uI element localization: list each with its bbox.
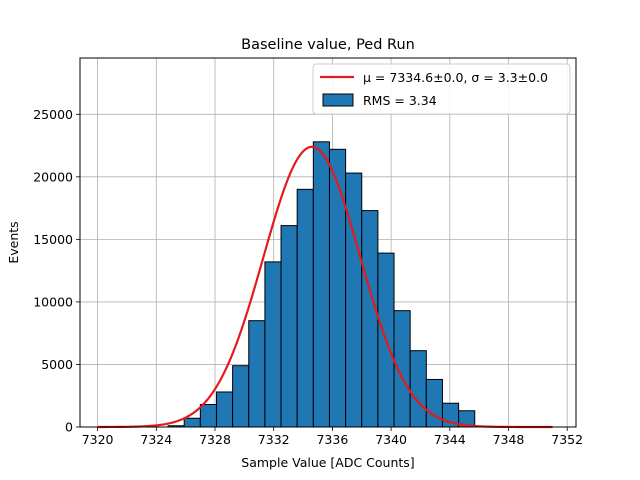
histogram-bar (312, 141, 330, 428)
fit-curve-group (97, 145, 553, 429)
y-tick-label: 10000 (33, 294, 73, 309)
x-tick-label: 7328 (199, 432, 231, 447)
x-tick-label: 7320 (82, 432, 114, 447)
histogram-bars (167, 141, 476, 428)
plot-frame (79, 57, 577, 428)
x-tick-label: 7344 (434, 432, 466, 447)
chart-title: Baseline value, Ped Run (241, 37, 415, 53)
histogram-bar (215, 391, 234, 428)
histogram-bar (425, 378, 443, 428)
x-tick-label: 7336 (316, 432, 348, 447)
x-tick-label: 7348 (493, 432, 525, 447)
legend-box (312, 63, 571, 115)
histogram-bar (409, 350, 427, 428)
y-axis-label: Events (6, 221, 21, 263)
histogram-bar (393, 310, 411, 428)
legend-fit-label: μ = 7334.6±0.0, σ = 3.3±0.0 (363, 70, 548, 85)
legend-histogram-swatch (322, 93, 354, 107)
histogram-bar (296, 188, 314, 428)
y-axis-ticks: 0 5000 10000 15000 20000 25000 (33, 107, 80, 435)
histogram-bar (264, 261, 282, 428)
histogram-bar (345, 172, 363, 428)
legend-histogram-label: RMS = 3.34 (363, 93, 437, 108)
histogram-bar (328, 148, 347, 428)
legend: μ = 7334.6±0.0, σ = 3.3±0.0 RMS = 3.34 (312, 63, 571, 115)
y-tick-label: 0 (65, 420, 73, 435)
y-tick-label: 20000 (33, 169, 73, 184)
gaussian-fit-curve (97, 145, 553, 429)
histogram-bar (361, 210, 379, 428)
histogram-bar (248, 320, 266, 428)
y-tick-label: 15000 (33, 232, 73, 247)
y-tick-label: 5000 (41, 357, 73, 372)
x-axis-ticks: 7320 7324 7328 7332 7336 7340 7344 7348 7352 (82, 427, 583, 447)
x-axis-label: Sample Value [ADC Counts] (241, 455, 414, 470)
x-tick-label: 7324 (140, 432, 172, 447)
y-tick-label: 25000 (33, 107, 73, 122)
x-tick-label: 7332 (258, 432, 290, 447)
x-tick-label: 7340 (375, 432, 407, 447)
histogram-bar (199, 403, 217, 428)
histogram-bar (183, 417, 201, 428)
histogram-bar (280, 225, 298, 428)
histogram-bar (232, 365, 250, 428)
x-tick-label: 7352 (551, 432, 583, 447)
